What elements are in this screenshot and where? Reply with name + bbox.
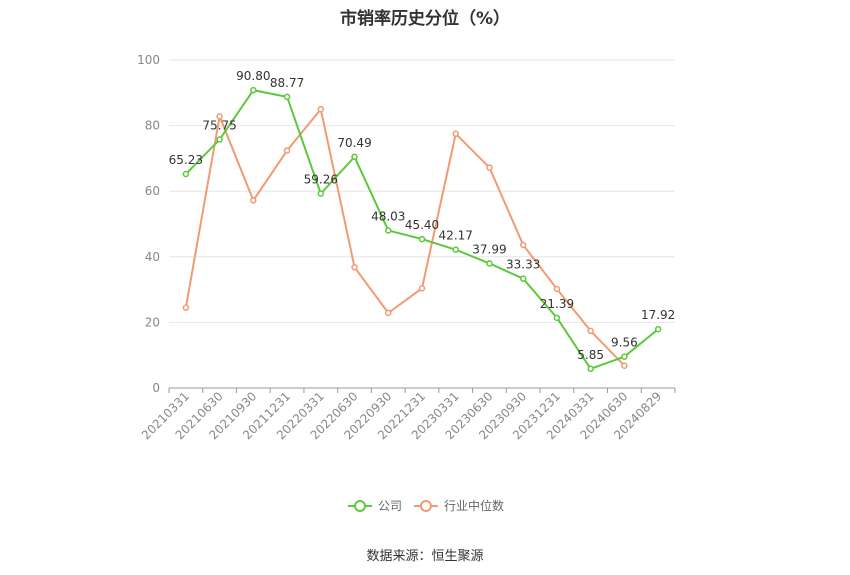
data-label: 75.75 xyxy=(202,119,236,133)
data-label: 88.77 xyxy=(270,76,304,90)
data-point xyxy=(486,260,493,267)
y-tick-label: 20 xyxy=(145,315,160,329)
data-point xyxy=(587,327,594,335)
legend-label: 公司 xyxy=(378,499,402,513)
legend-marker xyxy=(354,500,366,512)
data-label: 45.40 xyxy=(405,218,439,232)
data-label: 5.85 xyxy=(577,348,604,362)
data-point xyxy=(385,227,392,234)
data-point xyxy=(351,264,358,271)
data-point xyxy=(418,235,426,243)
data-label: 70.49 xyxy=(337,136,371,150)
data-label: 37.99 xyxy=(472,242,506,256)
data-label: 21.39 xyxy=(540,297,574,311)
data-point xyxy=(519,241,527,249)
series-line-1 xyxy=(184,108,626,367)
y-tick-label: 80 xyxy=(145,119,160,133)
data-label: 9.56 xyxy=(611,336,638,350)
data-point xyxy=(216,136,223,143)
data-point xyxy=(587,365,594,373)
y-tick-label: 40 xyxy=(145,250,160,264)
data-point xyxy=(621,362,628,369)
data-point xyxy=(621,353,628,360)
y-tick-label: 100 xyxy=(137,53,160,67)
grid-lines xyxy=(169,59,675,323)
data-point xyxy=(317,105,325,113)
legend-item-1[interactable]: 行业中位数 xyxy=(414,498,504,513)
data-point xyxy=(182,170,190,178)
data-label: 65.23 xyxy=(169,153,203,167)
data-label: 17.92 xyxy=(641,308,675,322)
y-tick-label: 60 xyxy=(145,184,160,198)
data-point xyxy=(250,197,257,204)
data-point xyxy=(452,246,459,253)
data-point xyxy=(486,164,493,171)
data-point xyxy=(553,285,561,293)
data-point xyxy=(283,147,291,154)
legend-item-0[interactable]: 公司 xyxy=(348,499,402,513)
data-point xyxy=(418,285,426,292)
data-label: 90.80 xyxy=(236,69,270,83)
legend-marker xyxy=(420,500,432,512)
data-point xyxy=(351,153,358,161)
y-tick-label: 0 xyxy=(152,381,160,395)
legend-label: 行业中位数 xyxy=(444,498,504,513)
data-point xyxy=(250,86,257,94)
data-point xyxy=(519,275,527,282)
chart-title: 市销率历史分位（%） xyxy=(339,9,511,29)
data-point xyxy=(216,113,223,120)
data-label: 48.03 xyxy=(371,209,405,223)
data-label: 33.33 xyxy=(506,258,540,272)
data-point xyxy=(452,130,459,138)
series-lines xyxy=(182,86,662,373)
data-label: 42.17 xyxy=(439,229,473,243)
data-labels: 65.23 75.75 90.80 88.77 59.26 70.49 48.0345.40… xyxy=(169,69,676,362)
axes: 0204060801002021033120210630202109302021… xyxy=(137,53,676,442)
data-point xyxy=(317,190,325,197)
data-point xyxy=(553,314,561,322)
data-point xyxy=(654,325,662,333)
data-point xyxy=(283,93,291,101)
source-note: 数据来源：恒生聚源 xyxy=(366,549,484,564)
data-point xyxy=(385,309,392,317)
data-point xyxy=(182,304,190,311)
data-label: 59.26 xyxy=(304,173,338,187)
legend[interactable]: 公司 行业中位数 xyxy=(348,498,504,513)
